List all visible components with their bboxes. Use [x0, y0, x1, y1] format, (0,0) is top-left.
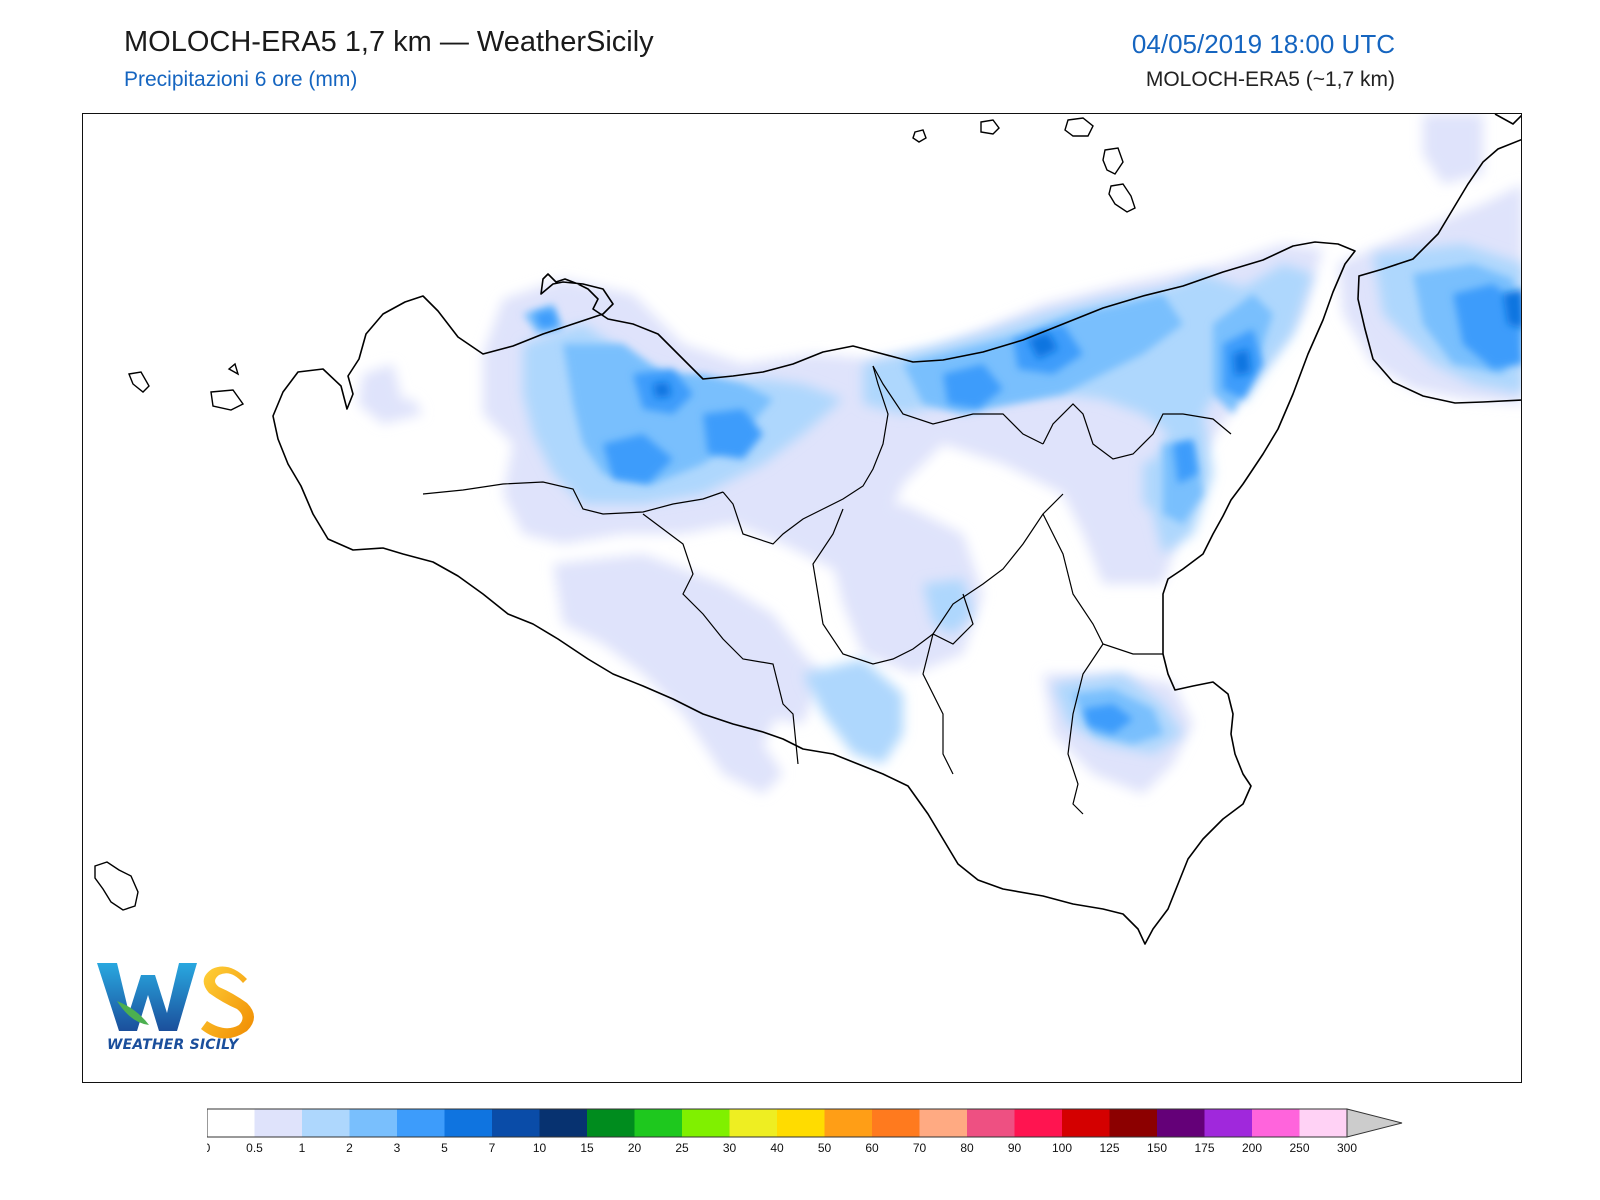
- legend-swatch: [492, 1109, 540, 1137]
- pantelleria-island: [94, 861, 139, 911]
- legend-swatch: [207, 1109, 255, 1137]
- legend-swatch: [1252, 1109, 1300, 1137]
- legend-swatch: [1299, 1109, 1347, 1137]
- legend-swatch: [729, 1109, 777, 1137]
- legend-tick-label: 250: [1289, 1141, 1309, 1155]
- legend-swatch: [634, 1109, 682, 1137]
- legend-tick-label: 0.5: [246, 1141, 263, 1155]
- legend-swatch: [967, 1109, 1015, 1137]
- model-label: MOLOCH-ERA5 (~1,7 km): [1145, 68, 1395, 91]
- legend-tick-label: 25: [675, 1141, 689, 1155]
- legend-swatch: [1204, 1109, 1252, 1137]
- legend-swatch: [872, 1109, 920, 1137]
- legend-swatch: [1109, 1109, 1157, 1137]
- ws-logo-mark: [97, 963, 254, 1039]
- legend-tick-label: 90: [1008, 1141, 1022, 1155]
- legend-tick-label: 3: [394, 1141, 401, 1155]
- legend-swatch: [397, 1109, 445, 1137]
- legend-tick-label: 175: [1194, 1141, 1214, 1155]
- legend-tick-label: 60: [865, 1141, 879, 1155]
- legend-tick-label: 10: [533, 1141, 547, 1155]
- legend-tick-label: 40: [770, 1141, 784, 1155]
- egadi-islands: [128, 362, 245, 411]
- legend-swatch: [1062, 1109, 1110, 1137]
- legend-swatch: [587, 1109, 635, 1137]
- legend-tick-label: 20: [628, 1141, 642, 1155]
- valid-datetime: 04/05/2019 18:00 UTC: [1131, 29, 1395, 59]
- legend-border: [207, 1108, 1348, 1138]
- weathersicily-logo: WEATHER SICILY: [97, 961, 267, 1061]
- legend-tick-label: 15: [580, 1141, 594, 1155]
- legend-swatch: [349, 1109, 397, 1137]
- legend-tick-label: 100: [1052, 1141, 1072, 1155]
- precipitation-legend: 0 0.5 1 2 3 5 7 10 15 20 25 30 40 50 60 70 80 90 100 125 150…: [207, 1107, 1407, 1157]
- legend-swatch: [824, 1109, 872, 1137]
- logo-caption: WEATHER SICILY: [107, 1037, 239, 1053]
- province-borders: [422, 365, 1232, 815]
- map-canvas: [94, 114, 1521, 945]
- map-title: MOLOCH-ERA5 1,7 km — WeatherSicily: [124, 26, 654, 58]
- precip-field-05mm: [358, 114, 1521, 794]
- precip-field-5mm: [653, 289, 1521, 398]
- sicily-coastline: [272, 241, 1356, 945]
- legend-swatch: [302, 1109, 350, 1137]
- legend-tick-label: 30: [723, 1141, 737, 1155]
- legend-swatch: [539, 1109, 587, 1137]
- legend-tick-label: 1: [299, 1141, 306, 1155]
- legend-swatch: [919, 1109, 967, 1137]
- legend-tick-label: 0: [207, 1141, 211, 1155]
- legend-swatch: [444, 1109, 492, 1137]
- legend-tick-label: 150: [1147, 1141, 1167, 1155]
- legend-swatch: [777, 1109, 825, 1137]
- precipitation-map: WEATHER SICILY: [82, 113, 1522, 1083]
- legend-tick-label: 5: [441, 1141, 448, 1155]
- legend-tick-label: 300: [1337, 1141, 1357, 1155]
- legend-swatch: [254, 1109, 302, 1137]
- legend-extend-arrow: [1346, 1108, 1403, 1138]
- legend-swatch: [1014, 1109, 1062, 1137]
- aeolian-islands: [912, 117, 1136, 213]
- legend-tick-label: 2: [346, 1141, 353, 1155]
- calabria-coast: [1357, 114, 1521, 404]
- legend-tick-label: 70: [913, 1141, 927, 1155]
- legend-swatch: [682, 1109, 730, 1137]
- legend-swatch: [1157, 1109, 1205, 1137]
- map-subtitle: Precipitazioni 6 ore (mm): [124, 68, 358, 91]
- legend-tick-label: 200: [1242, 1141, 1262, 1155]
- legend-tick-label: 7: [489, 1141, 496, 1155]
- legend-tick-label: 80: [960, 1141, 974, 1155]
- legend-tick-label: 125: [1099, 1141, 1119, 1155]
- legend-colorbar: 0 0.5 1 2 3 5 7 10 15 20 25 30 40 50 60 70 80 90 100 125 150…: [207, 1108, 1403, 1155]
- legend-tick-label: 50: [818, 1141, 832, 1155]
